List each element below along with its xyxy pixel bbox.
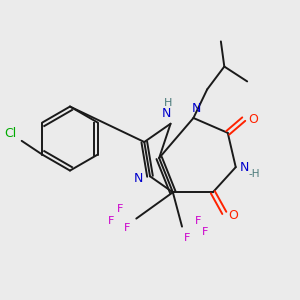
Text: F: F — [202, 227, 208, 237]
Text: F: F — [124, 223, 130, 233]
Text: N: N — [240, 160, 250, 174]
Text: -H: -H — [248, 169, 260, 179]
Text: F: F — [195, 216, 201, 226]
Text: F: F — [108, 216, 114, 226]
Text: F: F — [183, 233, 190, 243]
Text: Cl: Cl — [4, 128, 16, 140]
Text: F: F — [117, 204, 124, 214]
Text: N: N — [134, 172, 143, 185]
Text: N: N — [192, 102, 202, 115]
Text: N: N — [161, 107, 171, 120]
Text: O: O — [248, 112, 258, 126]
Text: O: O — [229, 209, 238, 222]
Text: H: H — [164, 98, 172, 108]
